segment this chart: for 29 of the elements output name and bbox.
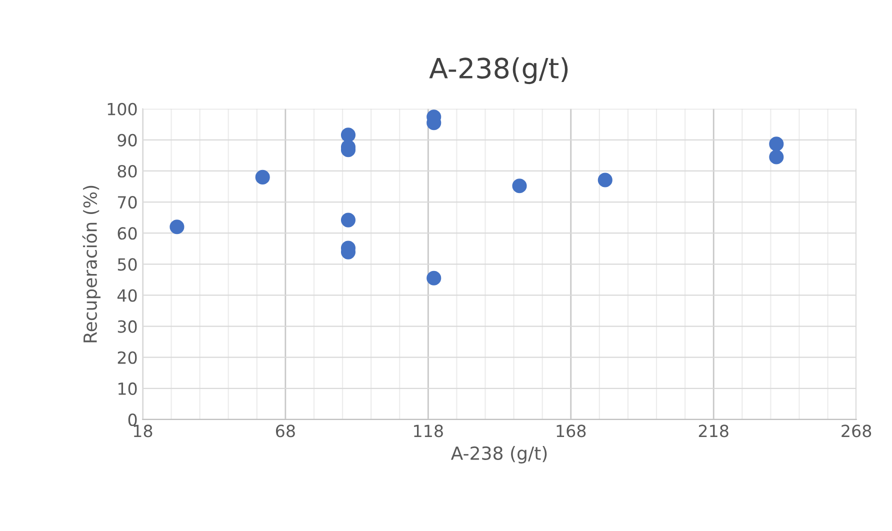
point — [170, 220, 184, 234]
point — [255, 170, 270, 184]
y-tick-label: 50 — [118, 258, 137, 271]
y-axis-title: Recuperación (%) — [82, 186, 100, 342]
point — [769, 136, 784, 152]
y-tick-label: 0 — [128, 413, 137, 426]
y-tick-label: 60 — [118, 227, 137, 240]
point — [340, 128, 356, 142]
x-tick-label: 118 — [414, 424, 443, 438]
x-tick-label: 218 — [698, 424, 728, 438]
point — [598, 172, 612, 188]
x-tick-label: 68 — [276, 424, 295, 438]
x-tick-label: 268 — [842, 424, 872, 438]
y-tick-label: 30 — [118, 320, 137, 333]
y-tick-label: 40 — [117, 289, 137, 302]
point — [512, 178, 527, 194]
y-tick-label: 80 — [118, 164, 137, 178]
y-tick-label: 10 — [118, 382, 137, 395]
x-axis-title: A-238 (g/t) — [450, 446, 547, 464]
y-tick-label: 20 — [118, 351, 137, 364]
point — [340, 212, 356, 228]
x-tick-label: 168 — [556, 424, 586, 438]
y-tick-label: 90 — [118, 134, 137, 146]
point — [426, 270, 442, 286]
chart-title: A-238(g/t) — [429, 57, 568, 84]
y-tick-label: 70 — [118, 196, 137, 209]
x-tick-label: 18 — [134, 424, 152, 438]
y-tick-label: 100 — [108, 102, 137, 116]
point — [769, 150, 784, 164]
